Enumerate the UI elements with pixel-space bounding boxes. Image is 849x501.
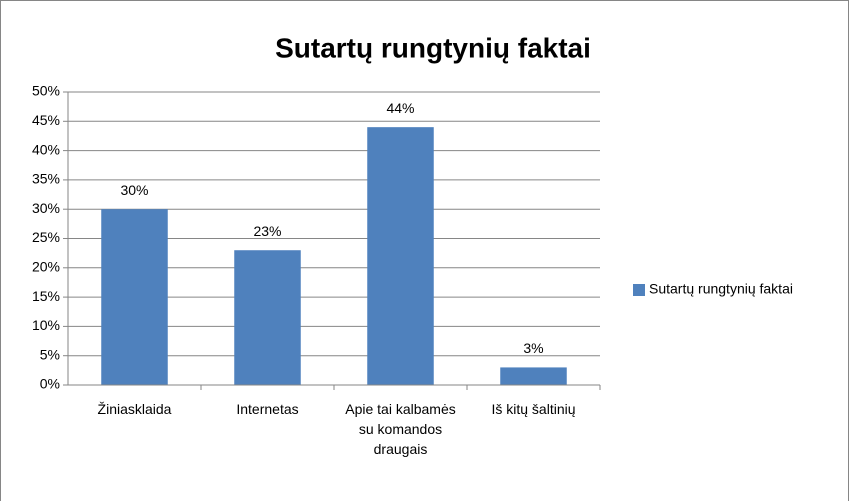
bar: [500, 367, 567, 385]
x-tick-label: Internetas: [236, 401, 299, 417]
bar: [367, 127, 434, 385]
y-tick-label: 15%: [32, 288, 60, 304]
legend-label: Sutartų rungtynių faktai: [649, 281, 793, 297]
y-tick-label: 10%: [32, 317, 60, 333]
y-tick-label: 45%: [32, 112, 60, 128]
y-tick-label: 35%: [32, 171, 60, 187]
bar: [101, 209, 168, 385]
chart-title: Sutartų rungtynių faktai: [275, 32, 591, 63]
x-tick-label: Apie tai kalbamės su komandos draugais: [345, 401, 456, 457]
y-tick-label: 20%: [32, 259, 60, 275]
y-tick-label: 25%: [32, 229, 60, 245]
data-label: 3%: [523, 340, 543, 356]
x-tick-label: Žiniasklaida: [97, 401, 172, 417]
data-label: 44%: [386, 100, 414, 116]
x-tick-label: Iš kitų šaltinių: [491, 401, 576, 417]
bar: [234, 250, 301, 385]
data-label: 23%: [253, 223, 281, 239]
y-tick-label: 40%: [32, 141, 60, 157]
legend-swatch: [633, 284, 645, 296]
y-tick-label: 5%: [40, 346, 60, 362]
y-tick-label: 50%: [32, 83, 60, 99]
y-tick-label: 30%: [32, 200, 60, 216]
y-tick-label: 0%: [40, 376, 60, 392]
data-label: 30%: [120, 182, 148, 198]
